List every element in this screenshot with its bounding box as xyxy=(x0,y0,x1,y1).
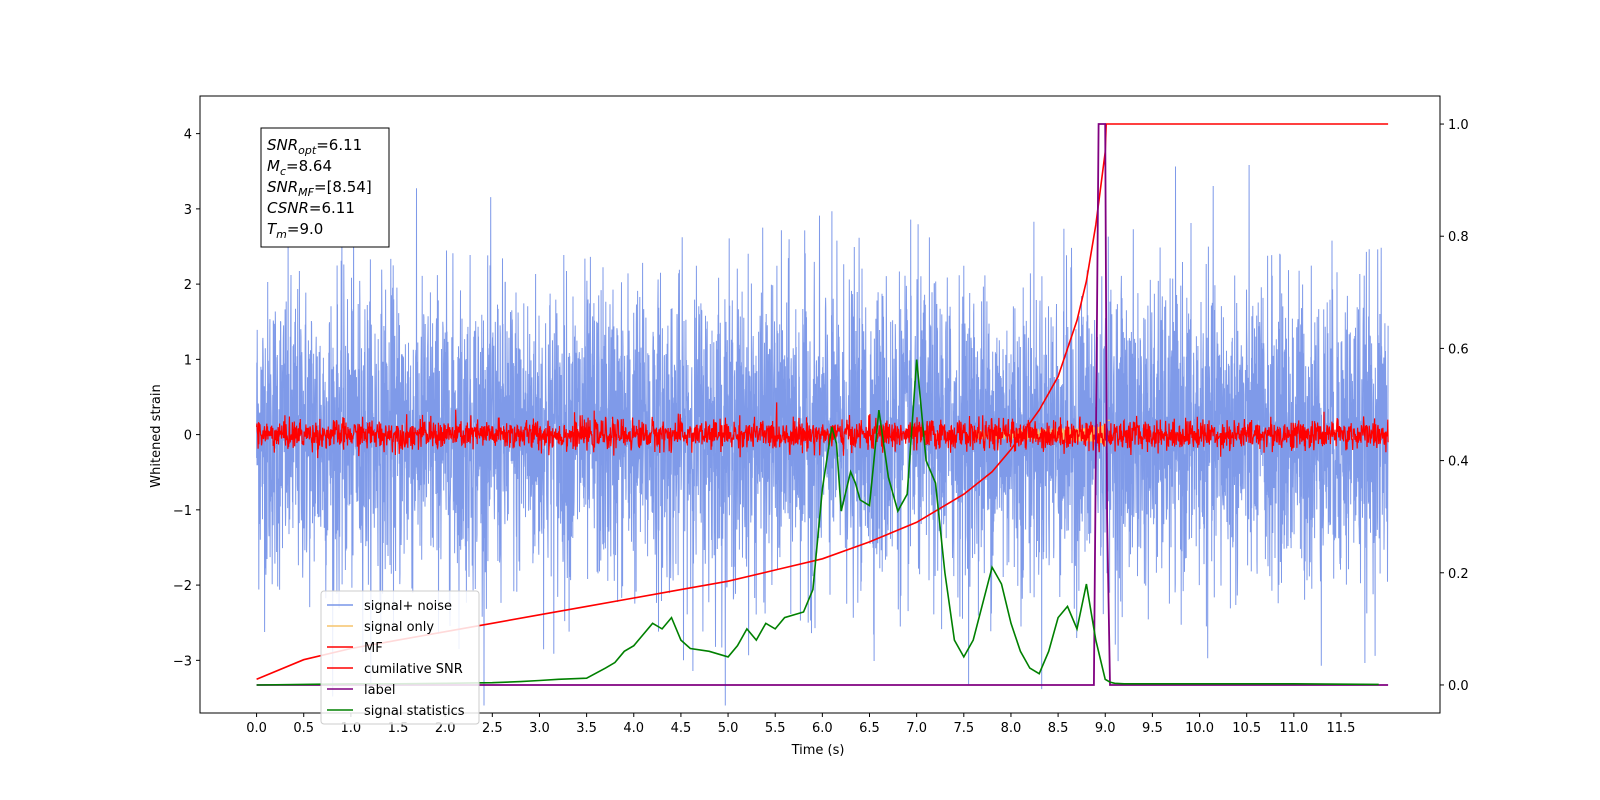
legend-frame xyxy=(320,590,480,725)
x-tick-label: 2.0 xyxy=(435,721,456,736)
y2-tick-label: 0.0 xyxy=(1448,679,1469,694)
y-tick-label: −3 xyxy=(173,654,192,669)
y2-tick-label: 0.4 xyxy=(1448,455,1469,470)
x-tick-label: 7.0 xyxy=(906,721,927,736)
legend-label: signal statistics xyxy=(364,704,465,719)
y-axis-title: Whitened strain xyxy=(149,384,164,487)
x-tick-label: 9.0 xyxy=(1095,721,1116,736)
x-axis-title: Time (s) xyxy=(791,743,845,758)
x-tick-label: 5.0 xyxy=(718,721,739,736)
x-tick-label: 8.5 xyxy=(1048,721,1069,736)
x-tick-label: 6.0 xyxy=(812,721,833,736)
x-tick-label: 3.0 xyxy=(529,721,550,736)
x-tick-label: 11.5 xyxy=(1327,721,1356,736)
info-line: CSNR=6.11 xyxy=(267,199,355,217)
x-tick-label: 3.5 xyxy=(576,721,597,736)
y-axis-right: 1.0 0.8 0.6 0.4 0.2 0.0 xyxy=(1440,118,1469,694)
legend-label: signal only xyxy=(364,620,434,635)
x-tick-label: 10.0 xyxy=(1185,721,1214,736)
y-tick-label: 0 xyxy=(184,429,192,444)
x-tick-label: 1.0 xyxy=(341,721,362,736)
info-line: Tm=9.0 xyxy=(267,220,323,241)
y-tick-label: 2 xyxy=(184,278,192,293)
x-tick-label: 5.5 xyxy=(765,721,786,736)
info-line: SNRMF=[8.54] xyxy=(267,178,372,199)
series-label-line xyxy=(256,123,1389,686)
x-axis: 0.0 0.5 1.0 1.5 2.0 2.5 3.0 3.5 4.0 4.5 5.0 5.5 6.0 6… xyxy=(246,713,1355,736)
y-tick-label: −1 xyxy=(173,504,192,519)
series-mf-line xyxy=(256,402,1389,459)
legend-label: cumilative SNR xyxy=(364,662,463,677)
series-signal-statistics-line xyxy=(256,359,1379,686)
legend-label: label xyxy=(364,683,395,698)
y2-tick-label: 0.6 xyxy=(1448,342,1469,357)
x-tick-label: 10.5 xyxy=(1232,721,1261,736)
y-tick-label: 4 xyxy=(184,128,192,143)
legend-label: MF xyxy=(364,641,383,656)
info-line: Mc=8.64 xyxy=(267,157,332,178)
x-tick-label: 0.5 xyxy=(293,721,314,736)
x-tick-label: 4.5 xyxy=(671,721,692,736)
info-line: SNRopt=6.11 xyxy=(267,136,362,157)
y2-tick-label: 1.0 xyxy=(1448,118,1469,133)
x-tick-label: 2.5 xyxy=(482,721,503,736)
y-axis-left: 4 3 2 1 0 −1 −2 −3 xyxy=(173,128,200,669)
x-tick-label: 6.5 xyxy=(859,721,880,736)
y-tick-label: −2 xyxy=(173,579,192,594)
y-tick-label: 1 xyxy=(184,353,192,368)
legend: signal+ noise signal only MF cumilative SNR… xyxy=(320,590,480,725)
y2-tick-label: 0.8 xyxy=(1448,230,1469,245)
x-tick-label: 4.0 xyxy=(623,721,644,736)
x-tick-label: 11.0 xyxy=(1279,721,1308,736)
x-tick-label: 0.0 xyxy=(246,721,267,736)
x-tick-label: 9.5 xyxy=(1142,721,1163,736)
x-tick-label: 7.5 xyxy=(953,721,974,736)
x-tick-label: 8.0 xyxy=(1001,721,1022,736)
legend-label: signal+ noise xyxy=(364,599,452,614)
y2-tick-label: 0.2 xyxy=(1448,567,1469,582)
plot-frame xyxy=(199,95,1441,714)
y-tick-label: 3 xyxy=(184,203,192,218)
x-tick-label: 1.5 xyxy=(388,721,409,736)
info-box-frame xyxy=(260,127,390,248)
